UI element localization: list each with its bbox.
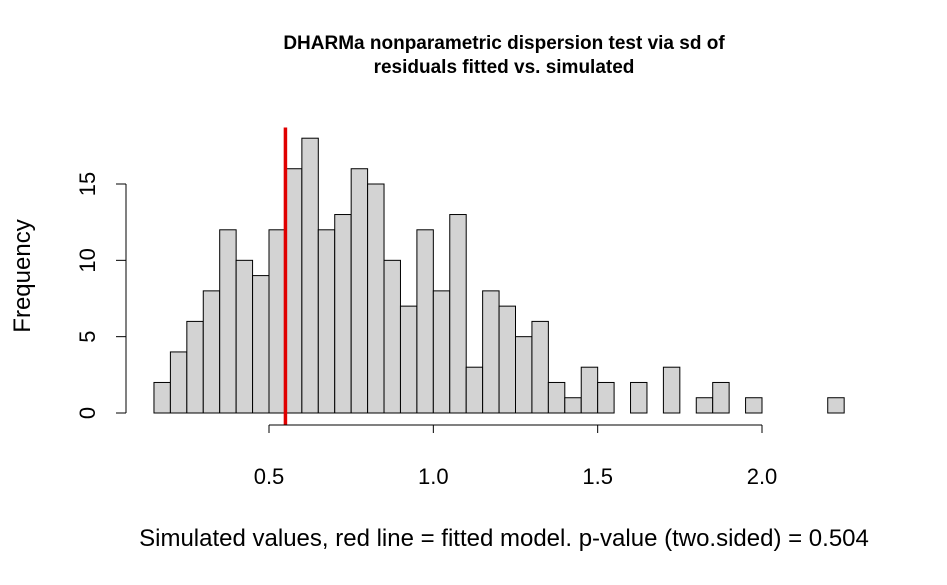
histogram-bar — [416, 229, 434, 414]
histogram-bar — [235, 259, 254, 414]
x-tick-label: 1.0 — [418, 464, 449, 489]
y-tick-label: 15 — [75, 172, 100, 196]
histogram-bar — [301, 137, 319, 414]
chart-title-line-2: residuals fitted vs. simulated — [374, 57, 635, 78]
x-tick-label: 0.5 — [254, 464, 285, 489]
histogram-bar — [597, 381, 615, 414]
histogram-bar — [564, 397, 582, 414]
histogram-bar — [317, 229, 336, 414]
y-axis: 0 5 10 15 — [75, 172, 127, 419]
x-tick-label: 1.5 — [582, 464, 613, 489]
x-axis: 0.5 1.0 1.5 2.0 — [254, 424, 778, 489]
histogram-bar — [580, 366, 599, 414]
histogram-bar — [547, 381, 566, 414]
histogram-bar — [334, 214, 352, 414]
histogram-bar — [662, 366, 681, 414]
histogram-bar — [153, 381, 171, 414]
histogram-bar — [515, 336, 533, 414]
histogram-bar — [432, 290, 451, 414]
y-tick-label: 10 — [75, 248, 100, 272]
bars-group — [153, 137, 845, 414]
histogram-bar — [284, 168, 303, 414]
histogram-bar — [399, 305, 418, 414]
histogram-bar — [482, 290, 500, 414]
histogram-bar — [350, 168, 369, 414]
histogram-bar — [383, 259, 401, 414]
histogram-bar — [745, 397, 763, 414]
histogram-bar — [252, 275, 270, 414]
histogram-bar — [531, 320, 549, 414]
histogram-bar — [202, 290, 221, 414]
histogram-bar — [449, 214, 467, 414]
y-tick-label: 5 — [75, 331, 100, 343]
histogram-bar — [268, 229, 286, 414]
histogram-bar — [827, 397, 845, 414]
histogram-bar — [630, 381, 648, 414]
x-tick-label: 2.0 — [747, 464, 778, 489]
histogram-bar — [712, 381, 730, 414]
histogram-bar — [169, 351, 188, 414]
y-axis-label: Frequency — [9, 219, 36, 332]
x-axis-label: Simulated values, red line = fitted mode… — [139, 525, 869, 552]
histogram-bar — [186, 320, 204, 414]
histogram-bar — [498, 305, 517, 414]
y-tick-label: 0 — [75, 407, 100, 419]
histogram-bar — [465, 366, 484, 414]
histogram-bar — [367, 183, 385, 414]
histogram-bar — [219, 229, 237, 414]
histogram-bar — [695, 397, 714, 414]
chart-title-line-1: DHARMa nonparametric dispersion test via… — [283, 33, 725, 54]
